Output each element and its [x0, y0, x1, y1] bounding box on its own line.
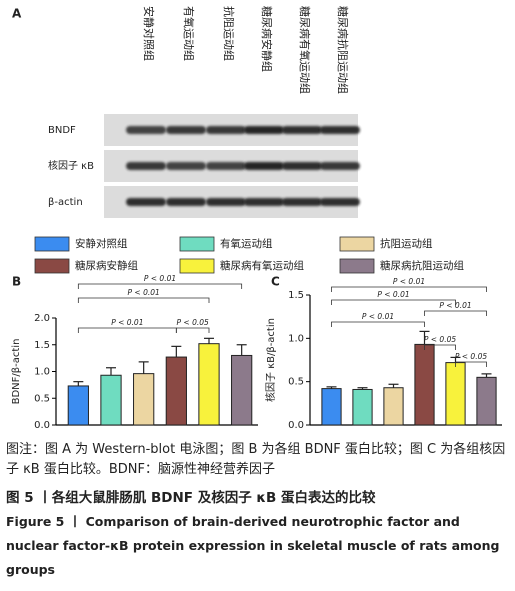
row-label: 核因子 κB [48, 159, 94, 172]
y-tick-label: 2.0 [34, 313, 50, 324]
lane-label: 糖尿病安静组 [260, 6, 274, 72]
bar [231, 354, 253, 426]
legend-label: 糖尿病安静组 [75, 259, 138, 272]
blot-band [166, 126, 206, 134]
legend-swatch [179, 236, 215, 252]
blot-band [206, 126, 246, 134]
significance-bracket [424, 310, 487, 316]
legend-label: 糖尿病抗阻运动组 [380, 259, 464, 272]
blot-band [166, 198, 206, 206]
blot-band [282, 126, 322, 134]
figure-note: 图注：图 A 为 Western-blot 电泳图；图 B 为各组 BDNF 蛋… [6, 442, 506, 477]
lane-label: 糖尿病有氧运动组 [298, 6, 312, 94]
significance-label: P < 0.01 [128, 288, 160, 297]
significance-bracket [455, 361, 487, 367]
panel-label: A [12, 7, 22, 21]
blot-band [126, 126, 166, 134]
figure-title-zh: 图 5 丨各组大鼠腓肠肌 BDNF 及核因子 κB 蛋白表达的比较 [6, 490, 376, 506]
y-axis-label: BDNF/β-actin [11, 339, 22, 405]
y-tick-label: 0.5 [288, 377, 304, 388]
y-tick-label: 1.0 [288, 333, 304, 344]
bar [198, 343, 220, 426]
y-tick-label: 1.5 [34, 340, 50, 351]
y-tick-label: 0.0 [288, 420, 304, 431]
panel-label: C [271, 275, 280, 289]
blot-band [126, 162, 166, 170]
y-tick-label: 1.0 [34, 367, 50, 378]
y-axis-label: 核因子 κB/β-actin [264, 318, 277, 402]
bar [445, 362, 466, 426]
legend-label: 糖尿病有氧运动组 [220, 259, 304, 272]
y-tick-label: 1.5 [288, 290, 304, 301]
legend-swatch [339, 236, 375, 252]
bar [321, 388, 342, 426]
legend-swatch [34, 258, 70, 274]
lane-label: 抗阻运动组 [222, 6, 236, 61]
significance-bracket [77, 283, 243, 289]
legend-label: 抗阻运动组 [380, 237, 433, 250]
blot-band [320, 198, 360, 206]
western-blot: BNDF 核因子 κB β-actin [48, 114, 360, 218]
lane-label: 安静对照组 [142, 6, 156, 61]
legend-swatch [339, 258, 375, 274]
legend-swatch [179, 258, 215, 274]
blot-band [320, 162, 360, 170]
bar [414, 343, 435, 426]
bar [133, 373, 155, 426]
blot-band [206, 162, 246, 170]
blot-band [126, 198, 166, 206]
significance-label: P < 0.01 [377, 290, 409, 299]
significance-label: P < 0.01 [144, 274, 176, 283]
significance-bracket [77, 297, 210, 303]
lane-label: 糖尿病抗阻运动组 [336, 6, 350, 94]
significance-label: P < 0.01 [362, 312, 394, 321]
significance-bracket [331, 299, 456, 305]
y-tick-label: 0.0 [34, 420, 50, 431]
significance-label: P < 0.05 [455, 352, 488, 361]
lane-label: 有氧运动组 [182, 6, 196, 61]
significance-label: P < 0.01 [439, 301, 471, 310]
significance-label: P < 0.01 [393, 277, 425, 286]
blot-band [282, 198, 322, 206]
blot-band [244, 126, 284, 134]
bar [352, 388, 373, 426]
significance-label: P < 0.05 [177, 318, 210, 327]
legend-label: 有氧运动组 [220, 237, 273, 250]
row-label: β-actin [48, 197, 83, 208]
bar [383, 387, 404, 426]
significance-bracket [331, 286, 487, 292]
blot-band [320, 126, 360, 134]
blot-band [206, 198, 246, 206]
significance-bracket [331, 321, 425, 327]
y-tick-label: 0.5 [34, 393, 50, 404]
significance-bracket [77, 327, 177, 333]
significance-bracket [424, 344, 456, 350]
legend-swatch [34, 236, 70, 252]
blot-band [244, 198, 284, 206]
bar [476, 376, 497, 426]
bar [165, 356, 187, 426]
figure-title-en: Figure 5 丨 Comparison of brain-derived n… [6, 514, 500, 577]
panel-label: B [12, 275, 21, 289]
significance-bracket [175, 327, 210, 333]
bar [67, 385, 89, 426]
bar [100, 374, 122, 426]
blot-band [166, 162, 206, 170]
blot-band [282, 162, 322, 170]
significance-label: P < 0.01 [111, 318, 143, 327]
blot-band [244, 162, 284, 170]
significance-label: P < 0.05 [424, 335, 457, 344]
row-label: BNDF [48, 125, 76, 136]
legend-label: 安静对照组 [75, 237, 128, 250]
